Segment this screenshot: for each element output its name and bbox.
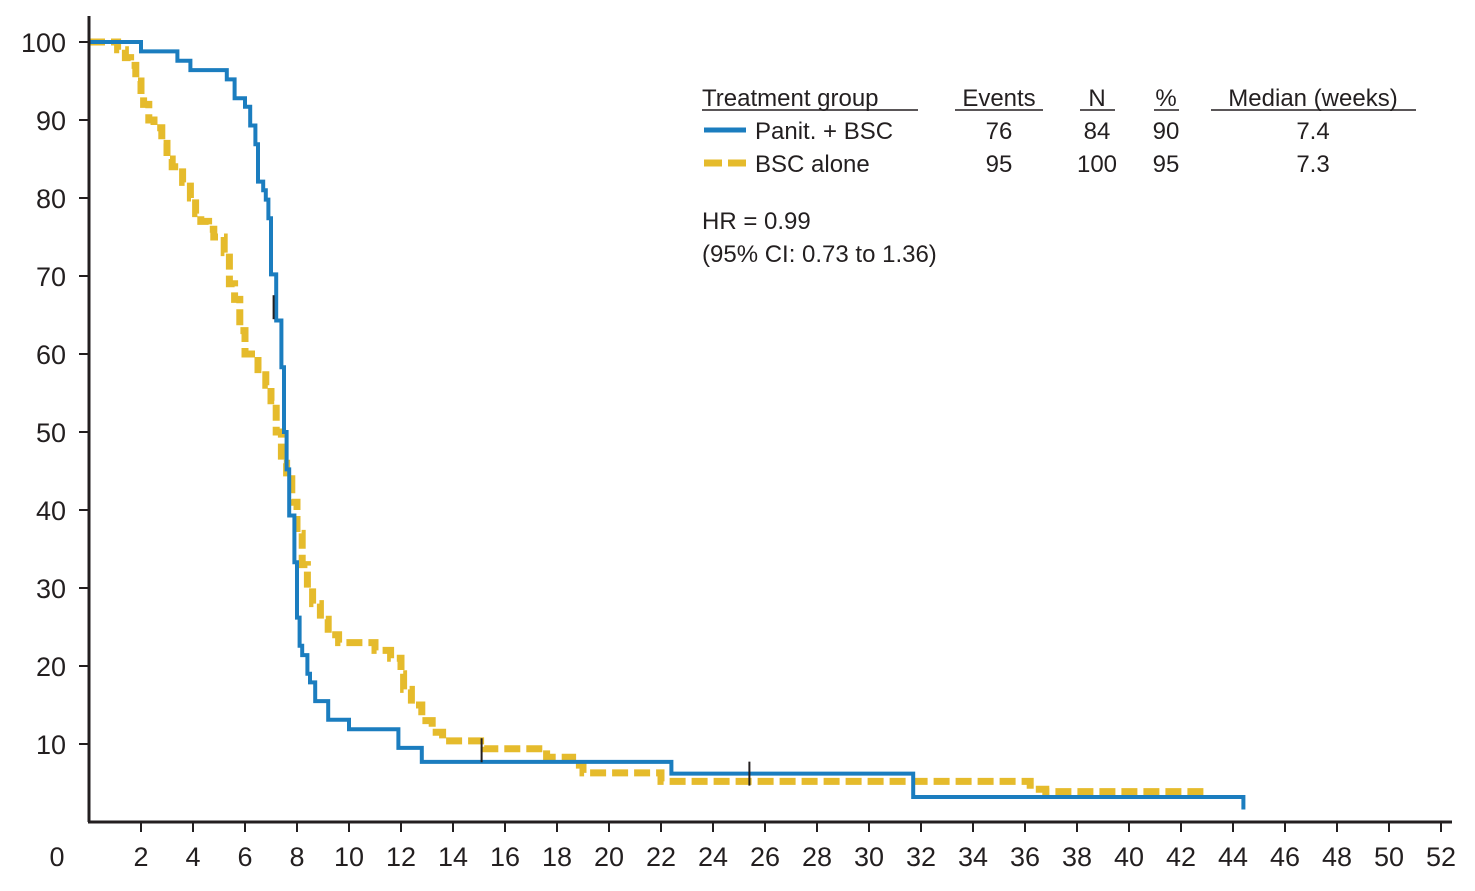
legend-n-bsc: 100: [1077, 151, 1117, 178]
ticks-layer: 0 2 4 6 8 10 12 14 16 18 20 22 24 26 28 30 32 34 36 38 40 42 4…: [21, 28, 1456, 872]
x-tick-label-40: 40: [1114, 842, 1144, 872]
y-tick-label-40: 40: [36, 496, 66, 526]
legend-median-bsc: 7.3: [1296, 151, 1329, 178]
y-tick-label-80: 80: [36, 184, 66, 214]
legend-header-events: Events: [962, 85, 1035, 112]
x-tick-label-52: 52: [1426, 842, 1456, 872]
y-tick-label-90: 90: [36, 106, 66, 136]
x-tick-label-10: 10: [334, 842, 364, 872]
legend-label-panit: Panit. + BSC: [755, 118, 893, 145]
x-tick-label-8: 8: [289, 842, 304, 872]
x-tick-label-12: 12: [386, 842, 416, 872]
legend-header-group: Treatment group: [702, 85, 879, 112]
series-layer: [89, 38, 1246, 810]
x-tick-label-6: 6: [237, 842, 252, 872]
y-tick-label-10: 10: [36, 730, 66, 760]
x-tick-label-0: 0: [49, 842, 64, 872]
x-tick-label-36: 36: [1010, 842, 1040, 872]
legend-header-pct: %: [1155, 85, 1176, 112]
x-tick-label-34: 34: [958, 842, 988, 872]
x-tick-label-44: 44: [1218, 842, 1248, 872]
x-tick-label-28: 28: [802, 842, 832, 872]
series-line-panit: [89, 40, 1246, 810]
legend-header-n: N: [1088, 85, 1105, 112]
axes-layer: [87, 16, 1452, 824]
x-tick-label-26: 26: [750, 842, 780, 872]
x-tick-label-48: 48: [1322, 842, 1352, 872]
y-tick-label-70: 70: [36, 262, 66, 292]
x-tick-label-16: 16: [490, 842, 520, 872]
x-tick-label-50: 50: [1374, 842, 1404, 872]
y-tick-label-60: 60: [36, 340, 66, 370]
legend-n-panit: 84: [1084, 118, 1111, 145]
x-tick-label-18: 18: [542, 842, 572, 872]
x-tick-label-42: 42: [1166, 842, 1196, 872]
x-tick-label-38: 38: [1062, 842, 1092, 872]
x-tick-label-2: 2: [133, 842, 148, 872]
legend-events-panit: 76: [986, 118, 1013, 145]
legend-label-bsc: BSC alone: [755, 151, 870, 178]
x-tick-label-14: 14: [438, 842, 468, 872]
legend-pct-panit: 90: [1153, 118, 1180, 145]
y-tick-label-30: 30: [36, 574, 66, 604]
x-tick-label-24: 24: [698, 842, 728, 872]
x-tick-label-46: 46: [1270, 842, 1300, 872]
annotations: HR = 0.99 (95% CI: 0.73 to 1.36): [702, 208, 937, 268]
confidence-interval-text: (95% CI: 0.73 to 1.36): [702, 241, 937, 268]
legend: Treatment group Events N % Median (weeks…: [702, 85, 1416, 178]
legend-events-bsc: 95: [986, 151, 1013, 178]
legend-pct-bsc: 95: [1153, 151, 1180, 178]
y-tick-label-50: 50: [36, 418, 66, 448]
x-tick-label-4: 4: [185, 842, 200, 872]
y-tick-label-20: 20: [36, 652, 66, 682]
legend-median-panit: 7.4: [1296, 118, 1329, 145]
x-tick-label-32: 32: [906, 842, 936, 872]
x-tick-label-20: 20: [594, 842, 624, 872]
series-line-bsc: [89, 38, 1207, 796]
x-tick-label-22: 22: [646, 842, 676, 872]
legend-header-median: Median (weeks): [1228, 85, 1397, 112]
x-tick-label-30: 30: [854, 842, 884, 872]
y-tick-label-100: 100: [21, 28, 66, 58]
hazard-ratio-text: HR = 0.99: [702, 208, 811, 235]
